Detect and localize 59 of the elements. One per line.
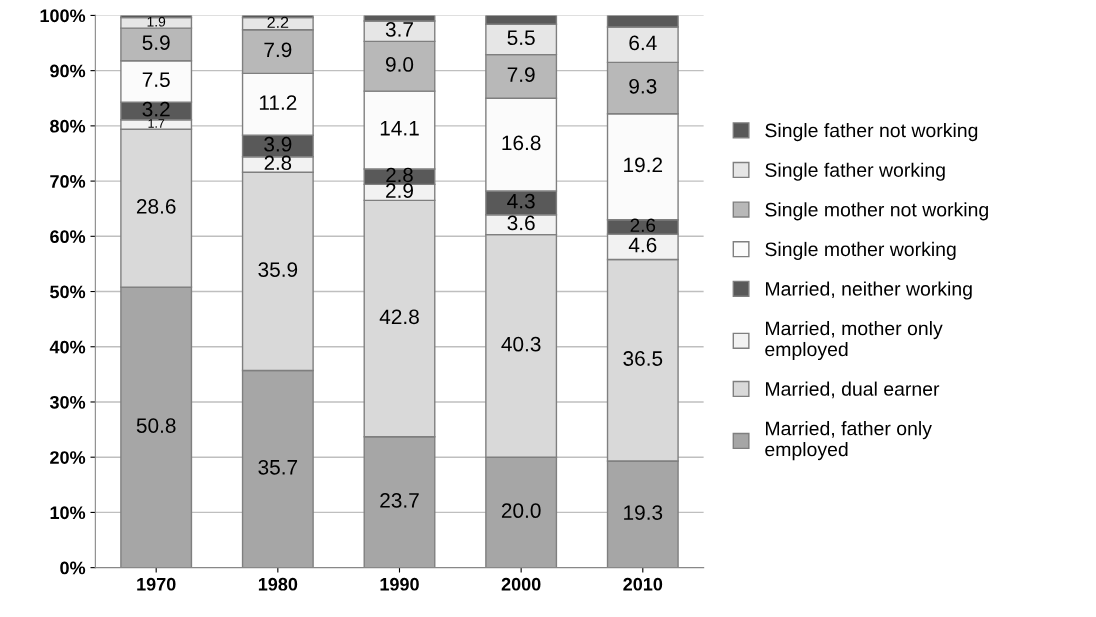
data-label: 2.9 (386, 183, 413, 198)
data-label: 5.5 (507, 30, 535, 46)
legend-label: Single father working (765, 162, 945, 181)
data-label: 4.3 (507, 193, 535, 209)
data-label: 2.8 (264, 155, 292, 170)
data-label: 42.8 (379, 309, 419, 325)
data-label: 9.3 (629, 78, 657, 94)
legend-label: Single mother not working (765, 202, 988, 221)
data-label: 3.7 (385, 22, 413, 37)
y-tick-label: 40% (49, 340, 86, 354)
y-tick-label: 80% (50, 119, 86, 133)
x-tick-label: 2000 (501, 577, 541, 591)
legend-label: Married, neither working (766, 281, 972, 300)
y-tick-label: 50% (50, 285, 86, 299)
data-label: 50.8 (136, 418, 176, 433)
y-tick-label: 30% (49, 395, 86, 409)
y-tick-label: 70% (50, 175, 86, 188)
data-label: 19.3 (624, 505, 663, 520)
legend-label: Single mother working (765, 241, 956, 260)
data-label: 28.6 (136, 198, 176, 214)
y-tick-label: 60% (50, 230, 86, 244)
data-label: 5.9 (142, 35, 170, 51)
legend-label: Single father not working (765, 123, 978, 142)
y-tick-label: 90% (50, 64, 86, 78)
data-label: 6.4 (629, 35, 657, 51)
data-label: 3.9 (264, 136, 292, 152)
legend-label: Married, mother only employed (765, 321, 943, 361)
data-label: 23.7 (380, 493, 419, 508)
y-tick-label: 20% (50, 451, 86, 464)
x-tick-label: 1990 (380, 577, 419, 591)
data-label: 2.6 (630, 218, 656, 233)
data-label: 40.3 (501, 336, 541, 352)
data-label: 16.8 (502, 135, 541, 151)
legend-label: Married, dual earner (766, 381, 940, 399)
legend-label: Married, father only employed (765, 421, 932, 461)
x-tick-label: 1970 (137, 577, 176, 591)
y-tick-label: 100% (40, 9, 86, 23)
data-label: 7.9 (507, 67, 535, 83)
data-label: 19.2 (624, 157, 663, 173)
data-label: 9.0 (385, 57, 414, 72)
data-label: 3.2 (142, 101, 170, 117)
y-tick-label: 0% (60, 561, 86, 575)
data-label: 4.6 (628, 237, 657, 253)
data-label: 2.8 (386, 167, 413, 183)
data-label: 20.0 (501, 503, 541, 519)
data-label: 7.9 (264, 42, 292, 58)
data-label: 11.2 (259, 95, 297, 110)
data-label: 35.7 (258, 459, 298, 475)
data-label: 14.1 (380, 121, 419, 136)
x-tick-label: 2010 (623, 577, 663, 591)
data-label: 35.9 (258, 262, 298, 277)
y-tick-label: 10% (50, 506, 86, 520)
data-label: 1.9 (147, 16, 166, 27)
data-label: 36.5 (623, 351, 663, 366)
data-label: 1.7 (148, 119, 165, 128)
x-tick-label: 1980 (258, 577, 298, 591)
data-label: 7.5 (142, 72, 170, 88)
data-label: 3.6 (507, 215, 535, 231)
data-label: 2.2 (267, 16, 289, 28)
